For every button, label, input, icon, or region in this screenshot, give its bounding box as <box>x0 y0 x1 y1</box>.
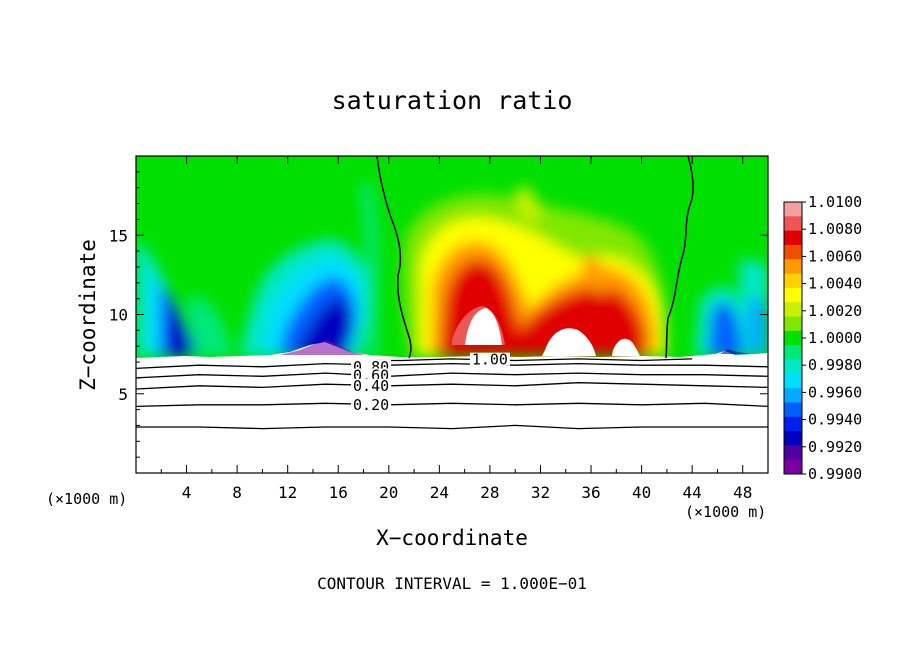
colorbar-swatch <box>784 302 802 318</box>
field-blob <box>186 296 236 356</box>
x-tick-label: 20 <box>379 483 398 502</box>
colorbar-swatch <box>784 216 802 232</box>
colorbar-swatch <box>784 202 802 217</box>
colorbar-swatch <box>784 416 802 432</box>
colorbar-tick-label: 1.0060 <box>808 247 862 265</box>
x-unit-label-left: (×1000 m) <box>46 490 128 508</box>
contour-label: 0.40 <box>353 377 389 395</box>
x-tick-label: 32 <box>531 483 550 502</box>
colorbar-swatch <box>784 244 802 260</box>
contour-label-bg <box>351 378 392 392</box>
y-tick-label: 10 <box>109 306 128 325</box>
field-purple-fringe <box>280 340 365 355</box>
colorbar-swatch <box>784 373 802 389</box>
field-blob <box>582 255 611 294</box>
colorbar-tick-label: 0.9920 <box>808 438 862 456</box>
colorbar: 1.0100 1.0080 1.0060 1.0040 1.0020 1.0000 0.99… <box>783 193 862 483</box>
x-tick-label: 4 <box>182 483 192 502</box>
contour-label-bg <box>351 368 392 382</box>
field-blob <box>515 185 541 222</box>
colorbar-swatch <box>784 287 802 303</box>
colorbar-swatch <box>784 359 802 375</box>
contour-line <box>136 362 768 370</box>
colorbar-swatch <box>784 230 802 246</box>
contour-label-bg <box>469 352 510 366</box>
colorbar-tick-label: 1.0080 <box>808 220 862 238</box>
contour-label: 1.00 <box>472 351 508 369</box>
unshaded-lower-region <box>136 342 768 473</box>
colorbar-swatch <box>784 273 802 289</box>
colorbar-tick-label: 1.0000 <box>808 329 862 347</box>
colorbar-tick-label: 0.9960 <box>808 383 862 401</box>
colorbar-tick-label: 0.9940 <box>808 411 862 429</box>
x-tick-label: 8 <box>232 483 242 502</box>
colorbar-tick-label: 1.0040 <box>808 275 862 293</box>
colorbar-swatch <box>784 445 802 461</box>
x-unit-label-right: (×1000 m) <box>685 503 767 521</box>
field-blob <box>708 302 744 356</box>
contour-label-bg <box>351 397 392 411</box>
x-tick-label: 48 <box>733 483 752 502</box>
colorbar-swatch <box>784 330 802 346</box>
chart-title: saturation ratio <box>331 86 573 115</box>
colorbar-swatch <box>784 345 802 360</box>
x-tick-label: 44 <box>683 483 702 502</box>
contour-interval-note: CONTOUR INTERVAL = 1.000E−01 <box>317 574 587 593</box>
y-tick-label: 5 <box>118 385 128 404</box>
x-tick-label: 12 <box>278 483 297 502</box>
x-tick-label: 28 <box>480 483 499 502</box>
colorbar-swatch <box>784 431 802 446</box>
x-tick-label: 24 <box>430 483 449 502</box>
colorbar-swatch <box>784 459 802 475</box>
field-core-white <box>465 308 502 345</box>
field-blob <box>747 298 768 356</box>
field-purple-fringe <box>720 349 750 354</box>
contour-line <box>136 402 768 408</box>
colorbar-swatch <box>784 388 802 403</box>
field-core-white <box>542 328 596 356</box>
contour-line <box>136 372 768 379</box>
contour-line <box>136 382 768 390</box>
x-tick-label: 16 <box>329 483 348 502</box>
saturation-field <box>136 156 768 473</box>
y-tick-label: 15 <box>109 226 128 245</box>
saturation-contour-right <box>665 156 694 359</box>
saturation-contour-left <box>376 156 412 359</box>
colorbar-swatch <box>784 259 802 275</box>
contour-labels: 1.000.800.600.400.20 <box>351 351 510 414</box>
x-tick-label: 36 <box>581 483 600 502</box>
x-tick-label: 40 <box>632 483 651 502</box>
field-core-white <box>612 338 640 356</box>
colorbar-swatch <box>784 402 802 418</box>
colorbar-swatch <box>784 316 802 332</box>
x-axis-label: X−coordinate <box>376 526 528 550</box>
colorbar-tick-label: 1.0020 <box>808 302 862 320</box>
colorbar-tick-label: 0.9980 <box>808 356 862 374</box>
field-blob <box>360 180 379 356</box>
contour-lines <box>136 358 768 430</box>
field-blob <box>168 305 204 356</box>
contour-label: 0.20 <box>353 396 389 414</box>
colorbar-tick-label: 0.9900 <box>808 465 862 483</box>
contour-line <box>136 424 768 430</box>
contour-line <box>376 358 693 362</box>
colorbar-tick-label: 1.0100 <box>808 193 862 211</box>
field-blob <box>296 298 352 356</box>
